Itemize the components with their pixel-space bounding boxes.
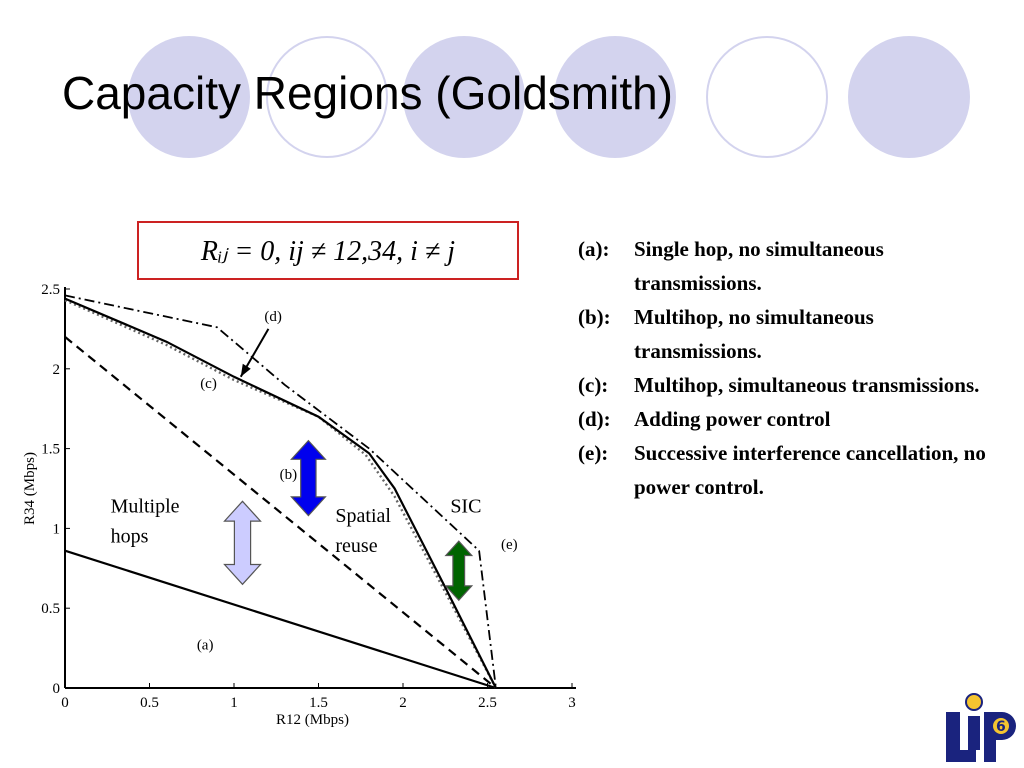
series-line-d — [64, 297, 497, 689]
legend-item-text: Multihop, no simultaneous transmissions. — [634, 305, 874, 363]
decor-circle — [128, 36, 250, 158]
decor-circle — [403, 36, 525, 158]
double-arrow-sic — [444, 540, 474, 602]
legend-item: (d): Adding power control — [578, 402, 998, 436]
decor-circle — [266, 36, 388, 158]
legend-item-label: (d): — [578, 407, 611, 431]
svg-text:6: 6 — [996, 719, 1006, 735]
legend-item: (c): Multihop, simultaneous transmissions… — [578, 368, 998, 402]
legend-item: (a): Single hop, no simultaneous transmis… — [578, 232, 998, 300]
x-tick-label: 3 — [568, 695, 576, 711]
legend-item-label: (c): — [578, 373, 609, 397]
legend-item-label: (e): — [578, 441, 609, 465]
y-tick-label: 1 — [53, 521, 61, 537]
y-tick-label: 2.5 — [41, 282, 60, 298]
annotation-spatial_reuse: Spatial reuse — [335, 505, 391, 557]
annotation-c: (c) — [200, 376, 217, 392]
legend-item-text: Multihop, simultaneous transmissions. — [634, 373, 980, 397]
x-tick-label: 0 — [61, 695, 69, 711]
annotation-multiple_hops: Multiple hops — [111, 495, 180, 547]
y-tick-label: 1.5 — [41, 442, 60, 458]
x-tick-label: 0.5 — [140, 695, 159, 711]
decor-circle — [554, 36, 676, 158]
legend-item-label: (a): — [578, 237, 610, 261]
slide-title: Capacity Regions (Goldsmith) — [62, 67, 674, 119]
annotation-a: (a) — [197, 638, 214, 654]
double-arrow-multiple_hops — [223, 500, 262, 586]
x-tick-label: 2 — [399, 695, 407, 711]
legend-item-text: Successive interference cancellation, no… — [634, 441, 986, 499]
annotation-e: (e) — [501, 537, 518, 553]
series-line-b — [64, 336, 497, 689]
x-tick-label: 1 — [230, 695, 238, 711]
annotation-d: (d) — [264, 309, 282, 325]
lip6-logo: 6 — [946, 693, 1016, 762]
x-tick-label: 2.5 — [478, 695, 497, 711]
formula-text: Rᵢⱼ = 0, ij ≠ 12,34, i ≠ j — [200, 235, 456, 267]
series-line-a — [64, 549, 497, 690]
legend-item-text: Adding power control — [634, 407, 831, 431]
pointer-head-d — [240, 363, 251, 377]
y-tick-label: 2 — [53, 362, 61, 378]
x-axis-label: R12 (Mbps) — [276, 712, 349, 728]
decor-circle — [848, 36, 970, 158]
legend-item: (e): Successive interference cancellation… — [578, 436, 998, 504]
y-tick-label: 0.5 — [41, 601, 60, 617]
annotation-b: (b) — [280, 467, 298, 483]
y-axis-label: R34 (Mbps) — [22, 452, 38, 525]
formula-box: Rᵢⱼ = 0, ij ≠ 12,34, i ≠ j — [137, 221, 519, 280]
legend-item-text: Single hop, no simultaneous transmission… — [634, 237, 884, 295]
legend-list: (a): Single hop, no simultaneous transmis… — [578, 232, 998, 504]
decor-circle — [706, 36, 828, 158]
series-line-c — [64, 299, 497, 689]
y-tick-label: 0 — [53, 681, 61, 697]
series-line-e — [64, 294, 497, 689]
legend-item-label: (b): — [578, 305, 611, 329]
double-arrow-spatial_reuse — [290, 439, 327, 517]
x-tick-label: 1.5 — [309, 695, 328, 711]
legend-item: (b): Multihop, no simultaneous transmissi… — [578, 300, 998, 368]
annotation-sic: SIC — [450, 495, 481, 517]
